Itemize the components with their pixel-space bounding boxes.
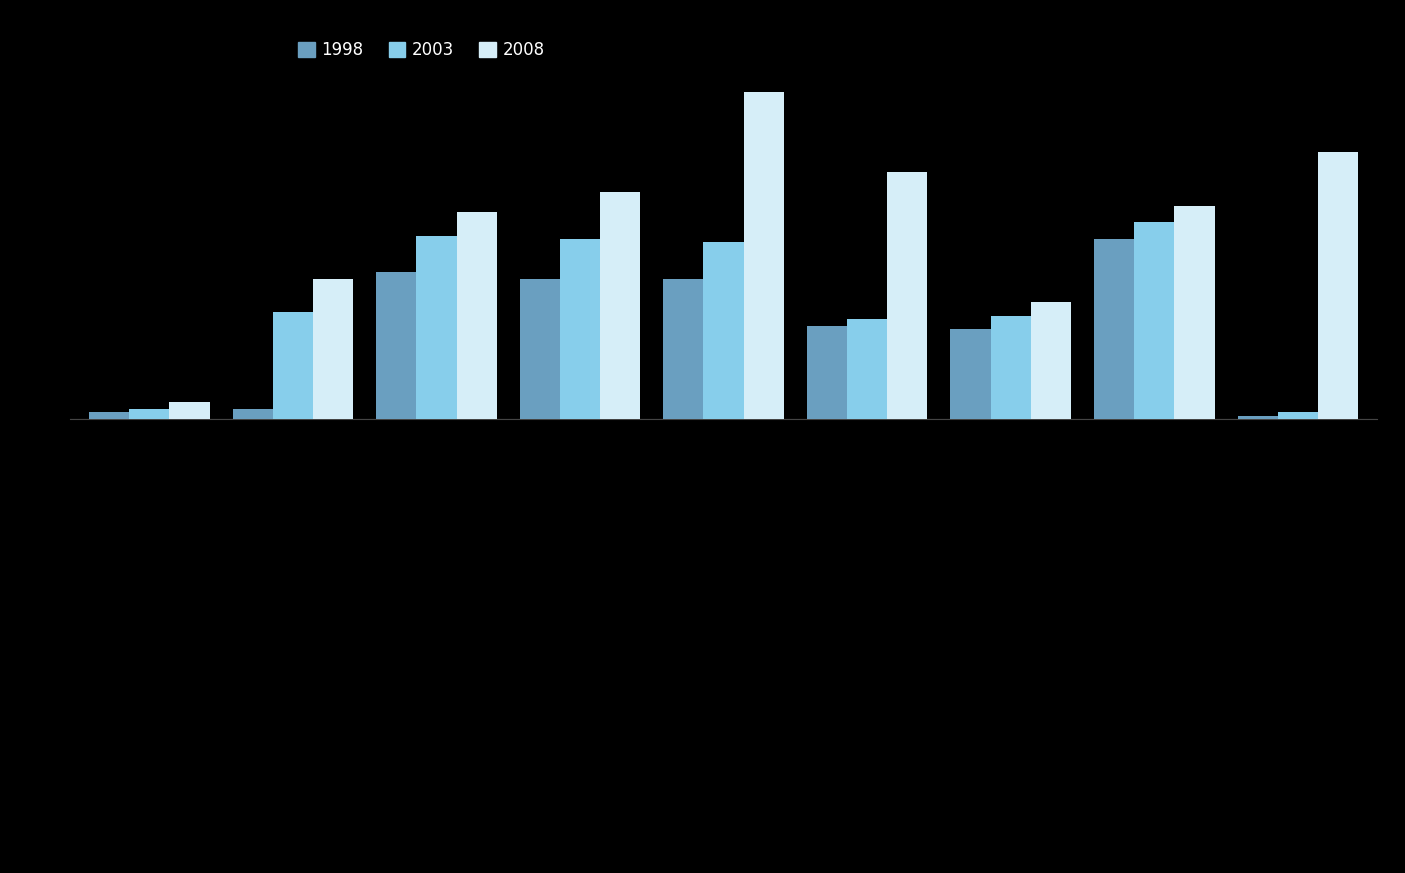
Bar: [663, 279, 704, 419]
Bar: [457, 212, 497, 419]
Bar: [847, 319, 888, 419]
Bar: [273, 313, 313, 419]
Bar: [520, 279, 559, 419]
Bar: [416, 236, 457, 419]
Bar: [1175, 206, 1215, 419]
Bar: [704, 243, 743, 419]
Bar: [1134, 223, 1175, 419]
Bar: [232, 409, 273, 419]
Bar: [1094, 239, 1134, 419]
Bar: [1238, 416, 1277, 419]
Bar: [89, 412, 129, 419]
Bar: [313, 279, 353, 419]
Bar: [1031, 302, 1071, 419]
Bar: [377, 272, 416, 419]
Bar: [600, 192, 641, 419]
Bar: [888, 172, 927, 419]
Bar: [1318, 153, 1359, 419]
Bar: [806, 326, 847, 419]
Bar: [170, 402, 209, 419]
Bar: [743, 93, 784, 419]
Bar: [950, 329, 991, 419]
Bar: [129, 409, 170, 419]
Legend: 1998, 2003, 2008: 1998, 2003, 2008: [292, 35, 551, 65]
Bar: [991, 316, 1031, 419]
Bar: [1277, 412, 1318, 419]
Bar: [559, 239, 600, 419]
